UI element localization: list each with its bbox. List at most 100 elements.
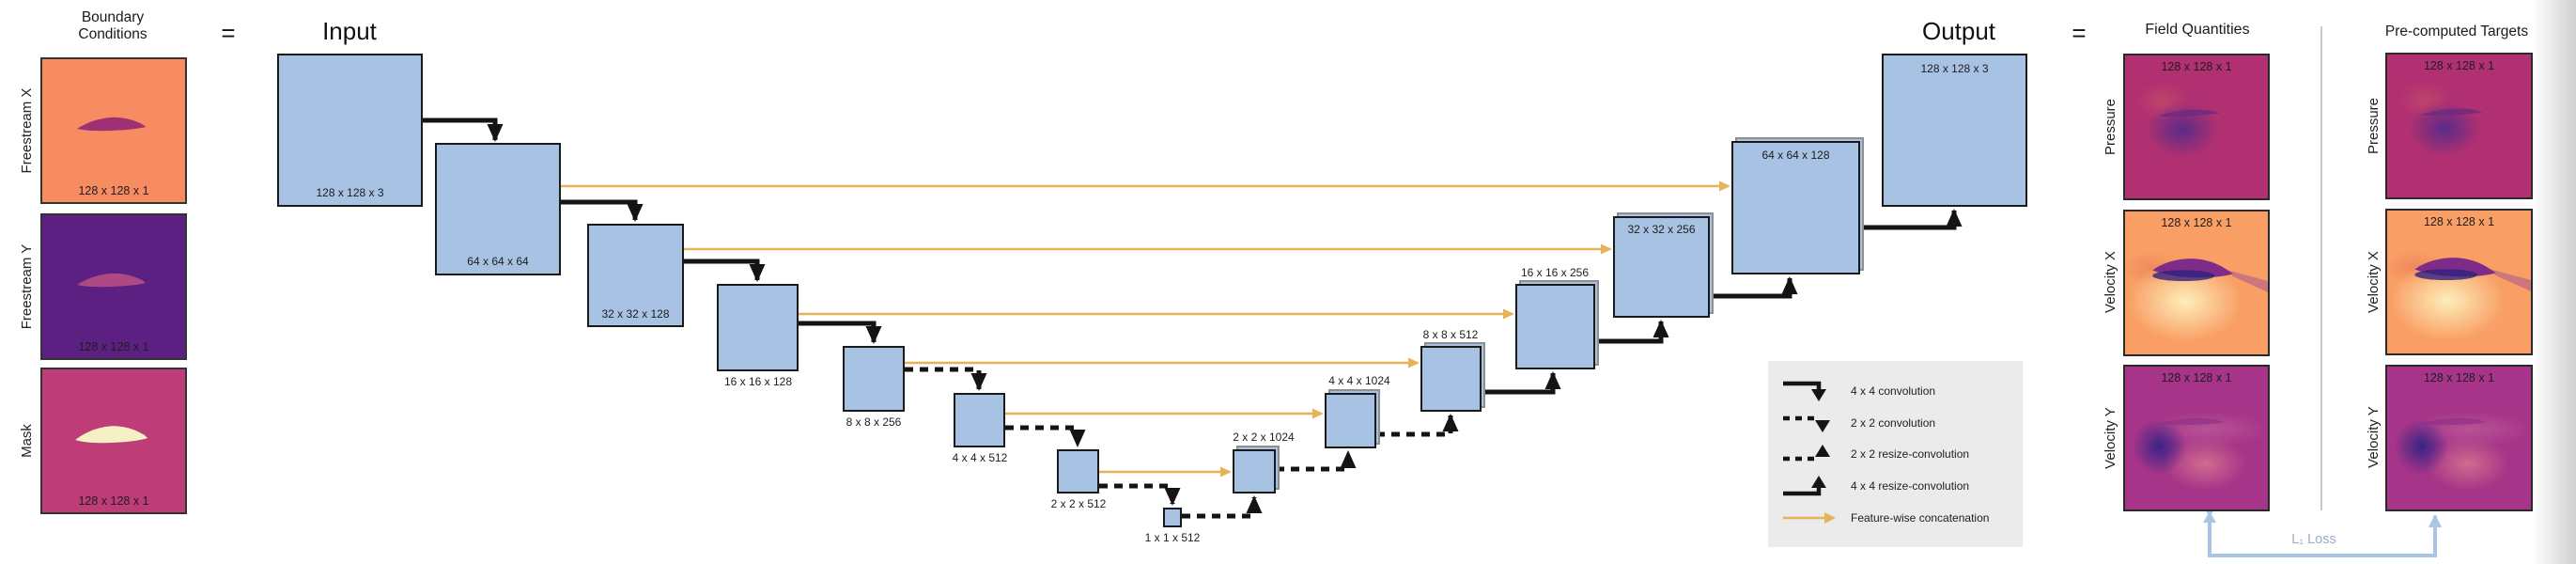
block-dims: 16 x 16 x 128: [723, 375, 793, 388]
encoder-block-16: [717, 284, 799, 371]
encoder-block-32: 32 x 32 x 128: [587, 224, 684, 327]
legend-row: 2 x 2 convolution: [1781, 412, 1935, 434]
block-dims: 128 x 128 x 3: [1920, 62, 1989, 75]
legend-row: 4 x 4 convolution: [1781, 380, 1935, 402]
precomputed-targets-title: Pre-computed Targets: [2384, 24, 2529, 39]
airfoil-silhouette: [2420, 108, 2483, 117]
legend-label: Feature-wise concatenation: [1851, 511, 1990, 525]
block-dims: 2 x 2 x 1024: [1233, 431, 1295, 444]
decoder-block-4: [1325, 393, 1376, 448]
conv-arrow-3: [684, 258, 766, 282]
legend-box: 4 x 4 convolution 2 x 2 convolution 2 x …: [1768, 361, 2023, 547]
block-dims: 8 x 8 x 512: [1422, 328, 1479, 341]
image-dims: 128 x 128 x 1: [2161, 60, 2232, 73]
airfoil-silhouette: [2152, 258, 2268, 292]
row-label-pressure-field: Pressure: [2103, 98, 2118, 156]
row-label-freestream-y: Freestream Y: [19, 243, 35, 330]
conv-arrow-4: [799, 321, 882, 344]
row-label-velocity-y-target: Velocity Y: [2366, 406, 2382, 468]
conv2-arrow-1: [905, 367, 987, 391]
block-dims: 1 x 1 x 512: [1144, 531, 1201, 544]
equals-left: =: [221, 19, 236, 47]
legend-row: 2 x 2 resize-convolution: [1781, 443, 1969, 465]
velocity-x-field-image: 128 x 128 x 1: [2123, 210, 2270, 356]
block-dims: 2 x 2 x 512: [1050, 497, 1107, 510]
image-dims: 128 x 128 x 1: [2161, 216, 2232, 229]
airfoil-silhouette: [2160, 417, 2225, 426]
decoder-block-2: [1233, 449, 1276, 494]
airfoil-silhouette: [2158, 109, 2221, 118]
airfoil-silhouette: [75, 426, 148, 444]
output-title: Output: [1921, 17, 1996, 45]
boundary-title-line1: Boundary: [81, 9, 145, 25]
airfoil-silhouette: [77, 273, 147, 288]
image-dims: 128 x 128 x 1: [78, 494, 149, 508]
bottleneck-block-1: [1163, 508, 1182, 527]
block-dims: 32 x 32 x 128: [601, 307, 670, 321]
boundary-conditions-title: Boundary Conditions: [28, 9, 197, 43]
image-dims: 128 x 128 x 1: [2161, 371, 2232, 384]
row-label-velocity-y-field: Velocity Y: [2103, 407, 2118, 469]
block-dims: 16 x 16 x 256: [1520, 266, 1590, 279]
image-dims: 128 x 128 x 1: [2423, 59, 2495, 72]
equals-right: =: [2072, 19, 2087, 47]
image-dims: 128 x 128 x 1: [2423, 215, 2495, 228]
legend-label: 2 x 2 convolution: [1851, 416, 1936, 430]
conv-4x4-down-arrow-icon: [1783, 381, 1826, 401]
resize4-arrow-2: [1595, 320, 1669, 344]
airfoil-silhouette: [2414, 258, 2531, 291]
block-dims: 128 x 128 x 3: [316, 186, 384, 199]
resize2-arrow-3: [1376, 414, 1459, 437]
airfoil-silhouette: [2422, 417, 2487, 426]
right-edge-fade: [2533, 0, 2576, 564]
image-dims: 128 x 128 x 1: [78, 340, 149, 353]
encoder-block-8: [843, 346, 905, 412]
velocity-x-target-image: 128 x 128 x 1: [2385, 209, 2533, 355]
legend-row: Feature-wise concatenation: [1781, 507, 1989, 529]
encoder-block-64: 64 x 64 x 64: [435, 143, 561, 275]
block-dims: 4 x 4 x 1024: [1328, 374, 1390, 387]
encoder-block-128: 128 x 128 x 3: [277, 54, 423, 207]
airfoil-silhouette: [77, 117, 147, 132]
legend-label: 2 x 2 resize-convolution: [1851, 447, 1970, 461]
output-block: 128 x 128 x 3: [1882, 54, 2027, 207]
legend-row: 4 x 4 resize-convolution: [1781, 475, 1969, 497]
decoder-block-8: [1420, 346, 1482, 412]
resize2-arrow-1: [1182, 495, 1263, 519]
pressure-target-image: 128 x 128 x 1: [2385, 53, 2533, 199]
row-label-velocity-x-field: Velocity X: [2103, 251, 2118, 313]
velocity-y-field-image: 128 x 128 x 1: [2123, 365, 2270, 511]
resize2-arrow-2: [1276, 450, 1357, 472]
resize4-arrow-4: [1860, 209, 1963, 230]
row-label-mask: Mask: [19, 424, 35, 458]
boundary-title-line2: Conditions: [78, 26, 147, 42]
conv-arrow-2: [561, 199, 644, 222]
conv-arrow-1: [423, 118, 504, 142]
conv-2x2-down-arrow-dashed-icon: [1783, 415, 1830, 432]
input-title: Input: [322, 17, 377, 45]
mask-image: 128 x 128 x 1: [40, 368, 187, 514]
block-dims: 4 x 4 x 512: [952, 451, 1008, 464]
column-divider: [2320, 26, 2322, 510]
resize4-arrow-3: [1710, 276, 1798, 299]
resize4-arrow-1: [1482, 371, 1561, 395]
block-dims: 64 x 64 x 64: [467, 255, 529, 268]
legend-label: 4 x 4 convolution: [1851, 384, 1936, 398]
row-label-velocity-x-target: Velocity X: [2366, 251, 2382, 313]
conv2-arrow-2: [1005, 425, 1086, 447]
velocity-y-target-image: 128 x 128 x 1: [2385, 365, 2533, 511]
row-label-pressure-target: Pressure: [2366, 97, 2382, 155]
decoder-block-64: 64 x 64 x 128: [1731, 141, 1860, 274]
block-dims: 8 x 8 x 256: [846, 415, 902, 429]
resize-conv-4x4-up-arrow-icon: [1783, 476, 1826, 496]
row-label-freestream-x: Freestream X: [19, 87, 35, 174]
decoder-block-16: [1515, 284, 1595, 369]
concat-orange-arrow-icon: [1783, 512, 1836, 524]
block-dims: 32 x 32 x 256: [1627, 223, 1696, 236]
freestream-x-image: 128 x 128 x 1: [40, 57, 187, 204]
image-dims: 128 x 128 x 1: [78, 184, 149, 197]
encoder-block-4: [954, 393, 1005, 447]
resize-conv-2x2-up-arrow-dashed-icon: [1783, 445, 1830, 462]
l1-loss-arrowhead-left: [2203, 511, 2216, 523]
